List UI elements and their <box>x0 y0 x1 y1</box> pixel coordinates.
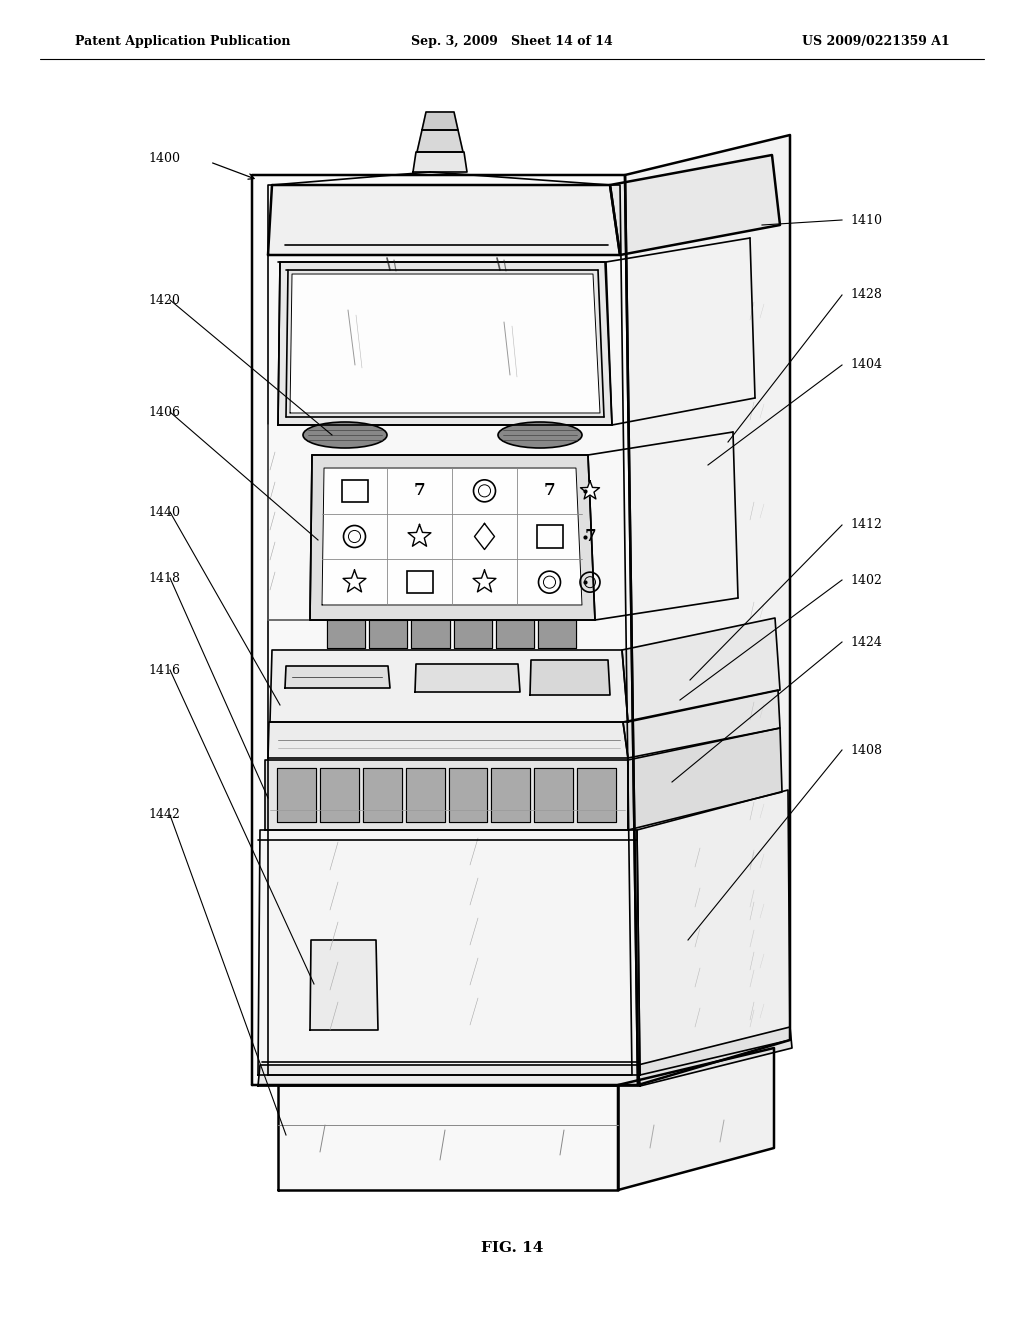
Bar <box>407 572 432 593</box>
Polygon shape <box>415 664 520 692</box>
Polygon shape <box>319 768 358 822</box>
Polygon shape <box>343 570 366 591</box>
Text: 1402: 1402 <box>850 573 882 586</box>
Polygon shape <box>413 152 467 172</box>
Text: 1404: 1404 <box>850 359 882 371</box>
Polygon shape <box>278 261 612 425</box>
Polygon shape <box>362 768 401 822</box>
Polygon shape <box>622 618 780 722</box>
Polygon shape <box>270 649 628 722</box>
Polygon shape <box>496 620 534 648</box>
Bar <box>341 479 368 502</box>
Text: 1442: 1442 <box>148 808 180 821</box>
Polygon shape <box>637 789 790 1074</box>
Text: 1424: 1424 <box>850 635 882 648</box>
Polygon shape <box>406 768 444 822</box>
Text: 1400: 1400 <box>148 152 180 165</box>
Text: Sep. 3, 2009   Sheet 14 of 14: Sep. 3, 2009 Sheet 14 of 14 <box>411 36 613 49</box>
Polygon shape <box>474 524 495 549</box>
Polygon shape <box>638 1027 792 1086</box>
Polygon shape <box>530 660 610 696</box>
Ellipse shape <box>498 422 582 447</box>
Polygon shape <box>370 620 408 648</box>
Polygon shape <box>285 667 390 688</box>
Polygon shape <box>268 185 632 1074</box>
Polygon shape <box>610 154 780 255</box>
Polygon shape <box>268 722 628 758</box>
Polygon shape <box>265 760 628 830</box>
Polygon shape <box>492 768 530 822</box>
Text: FIG. 14: FIG. 14 <box>481 1241 543 1255</box>
Polygon shape <box>618 1048 774 1191</box>
Polygon shape <box>258 830 640 1074</box>
Text: 1428: 1428 <box>850 289 882 301</box>
Text: 1418: 1418 <box>148 572 180 585</box>
Polygon shape <box>258 1065 640 1086</box>
Polygon shape <box>449 768 487 822</box>
Polygon shape <box>310 940 378 1030</box>
Polygon shape <box>535 768 573 822</box>
Polygon shape <box>268 185 620 255</box>
Polygon shape <box>322 469 582 605</box>
Polygon shape <box>278 1085 618 1191</box>
Polygon shape <box>422 112 458 129</box>
Polygon shape <box>290 275 600 413</box>
Text: 7: 7 <box>414 482 425 499</box>
Polygon shape <box>417 129 463 152</box>
Polygon shape <box>412 620 450 648</box>
Polygon shape <box>327 620 366 648</box>
Polygon shape <box>310 455 595 620</box>
Text: 1440: 1440 <box>148 506 180 519</box>
Text: 1410: 1410 <box>850 214 882 227</box>
Text: 1406: 1406 <box>148 405 180 418</box>
Polygon shape <box>623 690 780 758</box>
Text: 7: 7 <box>544 482 555 499</box>
Text: 1408: 1408 <box>850 743 882 756</box>
Polygon shape <box>578 768 616 822</box>
Polygon shape <box>473 570 496 591</box>
Polygon shape <box>625 135 790 1085</box>
Text: 7: 7 <box>584 528 596 545</box>
Polygon shape <box>278 768 315 822</box>
Text: 1412: 1412 <box>850 519 882 532</box>
Ellipse shape <box>303 422 387 447</box>
Polygon shape <box>581 480 599 499</box>
Text: 1416: 1416 <box>148 664 180 676</box>
Text: 1420: 1420 <box>148 293 180 306</box>
Bar <box>537 525 562 548</box>
Polygon shape <box>538 620 575 648</box>
Text: Patent Application Publication: Patent Application Publication <box>75 36 291 49</box>
Polygon shape <box>628 729 782 830</box>
Polygon shape <box>409 524 431 546</box>
Polygon shape <box>454 620 492 648</box>
Polygon shape <box>252 176 638 1085</box>
Text: US 2009/0221359 A1: US 2009/0221359 A1 <box>802 36 950 49</box>
